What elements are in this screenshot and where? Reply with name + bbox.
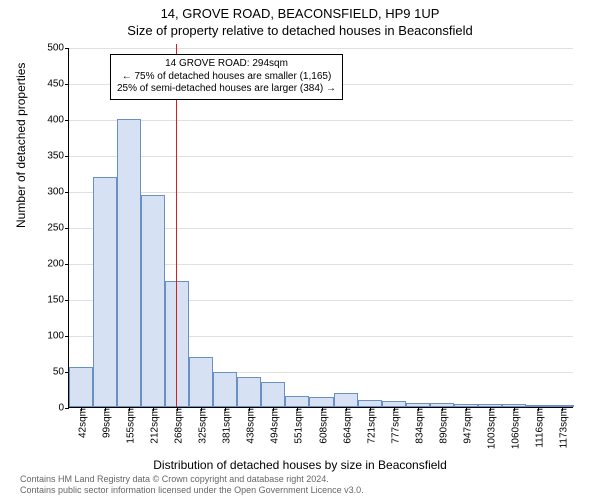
xtick-label: 381sqm xyxy=(216,408,233,444)
ytick-mark xyxy=(65,408,69,409)
ytick-label: 350 xyxy=(24,151,64,162)
ytick-label: 250 xyxy=(24,223,64,234)
annotation-line-3: 25% of semi-detached houses are larger (… xyxy=(117,83,336,96)
xtick-label: 890sqm xyxy=(432,408,449,444)
ytick-label: 0 xyxy=(24,403,64,414)
ytick-label: 150 xyxy=(24,295,64,306)
footnote: Contains HM Land Registry data © Crown c… xyxy=(20,474,364,496)
xtick-label: 155sqm xyxy=(120,408,137,444)
footnote-line-1: Contains HM Land Registry data © Crown c… xyxy=(20,474,364,485)
xtick-label: 1060sqm xyxy=(504,408,521,449)
x-ticks: 42sqm99sqm155sqm212sqm268sqm325sqm381sqm… xyxy=(68,48,573,408)
xtick-label: 99sqm xyxy=(96,408,113,438)
ytick-label: 500 xyxy=(24,43,64,54)
chart-container: 14, GROVE ROAD, BEACONSFIELD, HP9 1UP Si… xyxy=(0,0,600,500)
xtick-label: 1173sqm xyxy=(552,408,569,448)
xtick-label: 1116sqm xyxy=(528,408,545,448)
ytick-label: 50 xyxy=(24,367,64,378)
xtick-label: 608sqm xyxy=(312,408,329,444)
annotation-line-2: ← 75% of detached houses are smaller (1,… xyxy=(117,71,336,84)
xtick-label: 438sqm xyxy=(240,408,257,444)
xtick-label: 721sqm xyxy=(360,408,377,444)
xtick-label: 834sqm xyxy=(408,408,425,444)
xtick-label: 777sqm xyxy=(384,408,401,444)
chart-title-main: 14, GROVE ROAD, BEACONSFIELD, HP9 1UP xyxy=(0,0,600,21)
chart-title-sub: Size of property relative to detached ho… xyxy=(0,21,600,38)
ytick-label: 100 xyxy=(24,331,64,342)
xtick-label: 268sqm xyxy=(168,408,185,444)
ytick-label: 300 xyxy=(24,187,64,198)
x-axis-label: Distribution of detached houses by size … xyxy=(0,458,600,472)
annotation-line-1: 14 GROVE ROAD: 294sqm xyxy=(117,58,336,71)
ytick-label: 200 xyxy=(24,259,64,270)
xtick-label: 325sqm xyxy=(192,408,209,444)
xtick-label: 947sqm xyxy=(456,408,473,444)
xtick-label: 1003sqm xyxy=(480,408,497,449)
ytick-label: 450 xyxy=(24,79,64,90)
xtick-label: 494sqm xyxy=(264,408,281,444)
ytick-label: 400 xyxy=(24,115,64,126)
xtick-label: 664sqm xyxy=(336,408,353,444)
xtick-label: 551sqm xyxy=(288,408,305,444)
xtick-label: 212sqm xyxy=(144,408,161,444)
xtick-label: 42sqm xyxy=(72,408,89,438)
footnote-line-2: Contains public sector information licen… xyxy=(20,485,364,496)
annotation-box: 14 GROVE ROAD: 294sqm ← 75% of detached … xyxy=(110,54,343,100)
plot-area: 050100150200250300350400450500 42sqm99sq… xyxy=(68,48,573,408)
